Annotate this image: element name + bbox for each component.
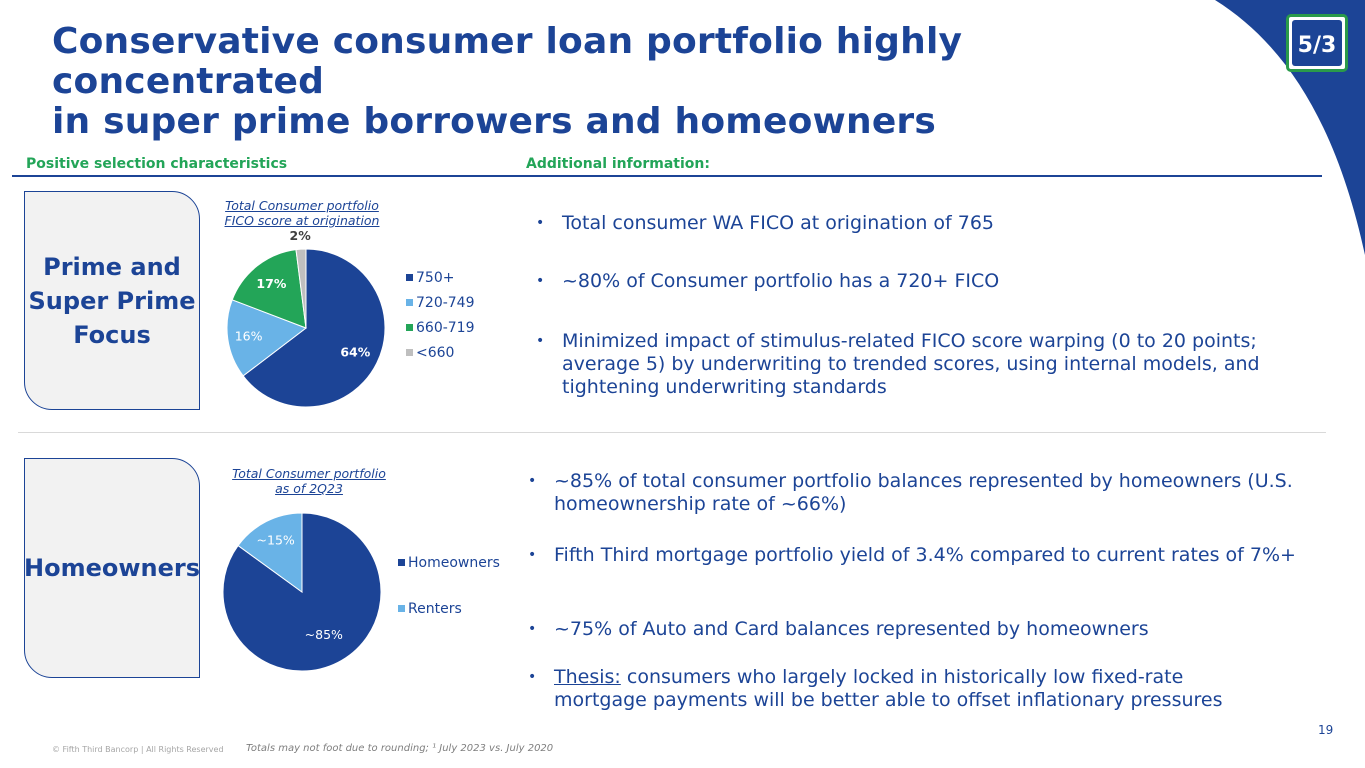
pie-slice-renters xyxy=(237,512,303,593)
legend-swatch xyxy=(406,274,413,281)
pie-label-renters: ~15% xyxy=(257,532,295,547)
bullet-stimulus: • Minimized impact of stimulus-related F… xyxy=(536,330,1260,398)
bullet-dot: • xyxy=(528,669,537,685)
header-right: Additional information: xyxy=(526,156,710,172)
legend-swatch xyxy=(406,349,413,356)
legend-label: <660 xyxy=(416,345,455,361)
homeowners-box-label: Homeowners xyxy=(24,554,201,582)
bullet-dot: • xyxy=(536,273,545,289)
pie-slice-720-749 xyxy=(226,299,308,377)
legend-label: 720-749 xyxy=(416,295,475,311)
prime-box-line-2: Super Prime xyxy=(28,286,196,315)
logo-text: 5/3 xyxy=(1298,33,1337,58)
prime-focus-box: Prime and Super Prime Focus xyxy=(24,191,200,410)
legend-label: Homeowners xyxy=(408,555,500,571)
legend-item-homeowners: Homeowners xyxy=(398,554,500,572)
bullet-720-fico: • ~80% of Consumer portfolio has a 720+ … xyxy=(536,270,1000,292)
prime-box-line-1: Prime and xyxy=(43,252,181,281)
homeowner-legend: Homeowners Renters xyxy=(398,554,500,646)
bullet-dot: • xyxy=(528,547,537,563)
homeowner-pie-chart: ~85% ~15% xyxy=(222,512,382,672)
legend-item-720-749: 720-749 xyxy=(406,294,475,312)
bullet-dot: • xyxy=(528,621,537,637)
pie-slice-660-719 xyxy=(231,249,307,329)
pie-label-750-: 64% xyxy=(340,344,370,359)
section-divider xyxy=(18,432,1326,433)
prime-box-line-3: Focus xyxy=(73,320,151,349)
fico-chart-title: Total Consumer portfolio FICO score at o… xyxy=(197,198,407,228)
bullet-auto-card: • ~75% of Auto and Card balances represe… xyxy=(528,618,1149,640)
fico-chart-title-line-2: FICO score at origination xyxy=(224,213,380,228)
fifth-third-logo: 5/3 xyxy=(1286,14,1348,72)
bullet-dot: • xyxy=(536,215,545,231)
fico-pie-chart: 64% 16% 17% 2% xyxy=(226,228,386,408)
bullet-dot: • xyxy=(528,473,537,489)
legend-label: Renters xyxy=(408,601,462,617)
bullet-wa-fico: • Total consumer WA FICO at origination … xyxy=(536,212,995,234)
pie-label-homeowners: ~85% xyxy=(305,627,343,642)
header-left: Positive selection characteristics xyxy=(26,156,288,172)
legend-swatch xyxy=(406,324,413,331)
homeowners-box: Homeowners xyxy=(24,458,200,678)
bullet-thesis: • Thesis: consumers who largely locked i… xyxy=(528,666,1274,712)
pie-label-720-749: 16% xyxy=(235,328,263,343)
homeowner-chart-title-line-2: as of 2Q23 xyxy=(275,481,343,496)
page-number: 19 xyxy=(1318,723,1334,737)
legend-item-660-719: 660-719 xyxy=(406,319,475,337)
title-line-1: Conservative consumer loan portfolio hig… xyxy=(52,21,963,102)
legend-label: 750+ xyxy=(416,270,455,286)
title-line-2: in super prime borrowers and homeowners xyxy=(52,101,937,142)
homeowner-chart-title-line-1: Total Consumer portfolio xyxy=(232,466,386,481)
bullet-85-homeowners: • ~85% of total consumer portfolio balan… xyxy=(528,470,1293,515)
thesis-label: Thesis: xyxy=(554,666,621,688)
pie-label-660-719: 17% xyxy=(256,276,286,291)
fico-legend: 750+ 720-749 660-719 <660 xyxy=(406,269,475,369)
page-title: Conservative consumer loan portfolio hig… xyxy=(52,22,1192,142)
pie-slice-750- xyxy=(242,248,386,408)
legend-item-750-: 750+ xyxy=(406,269,475,287)
fico-chart-title-line-1: Total Consumer portfolio xyxy=(225,198,379,213)
header-divider xyxy=(12,175,1322,177)
legend-swatch xyxy=(406,299,413,306)
legend-swatch xyxy=(398,605,405,612)
legend-item--660: <660 xyxy=(406,344,475,362)
bullet-dot: • xyxy=(536,333,545,349)
copyright: © Fifth Third Bancorp | All Rights Reser… xyxy=(52,745,224,754)
legend-label: 660-719 xyxy=(416,320,475,336)
pie-slice--660 xyxy=(295,248,307,329)
legend-item-renters: Renters xyxy=(398,600,500,618)
homeowner-chart-title: Total Consumer portfolio as of 2Q23 xyxy=(204,466,414,496)
pie-label--660: 2% xyxy=(290,228,312,243)
legend-swatch xyxy=(398,559,405,566)
bullet-mortgage-yield: • Fifth Third mortgage portfolio yield o… xyxy=(528,544,1296,566)
footnote: Totals may not foot due to rounding; ¹ J… xyxy=(246,743,554,754)
thesis-text: consumers who largely locked in historic… xyxy=(554,666,1223,711)
